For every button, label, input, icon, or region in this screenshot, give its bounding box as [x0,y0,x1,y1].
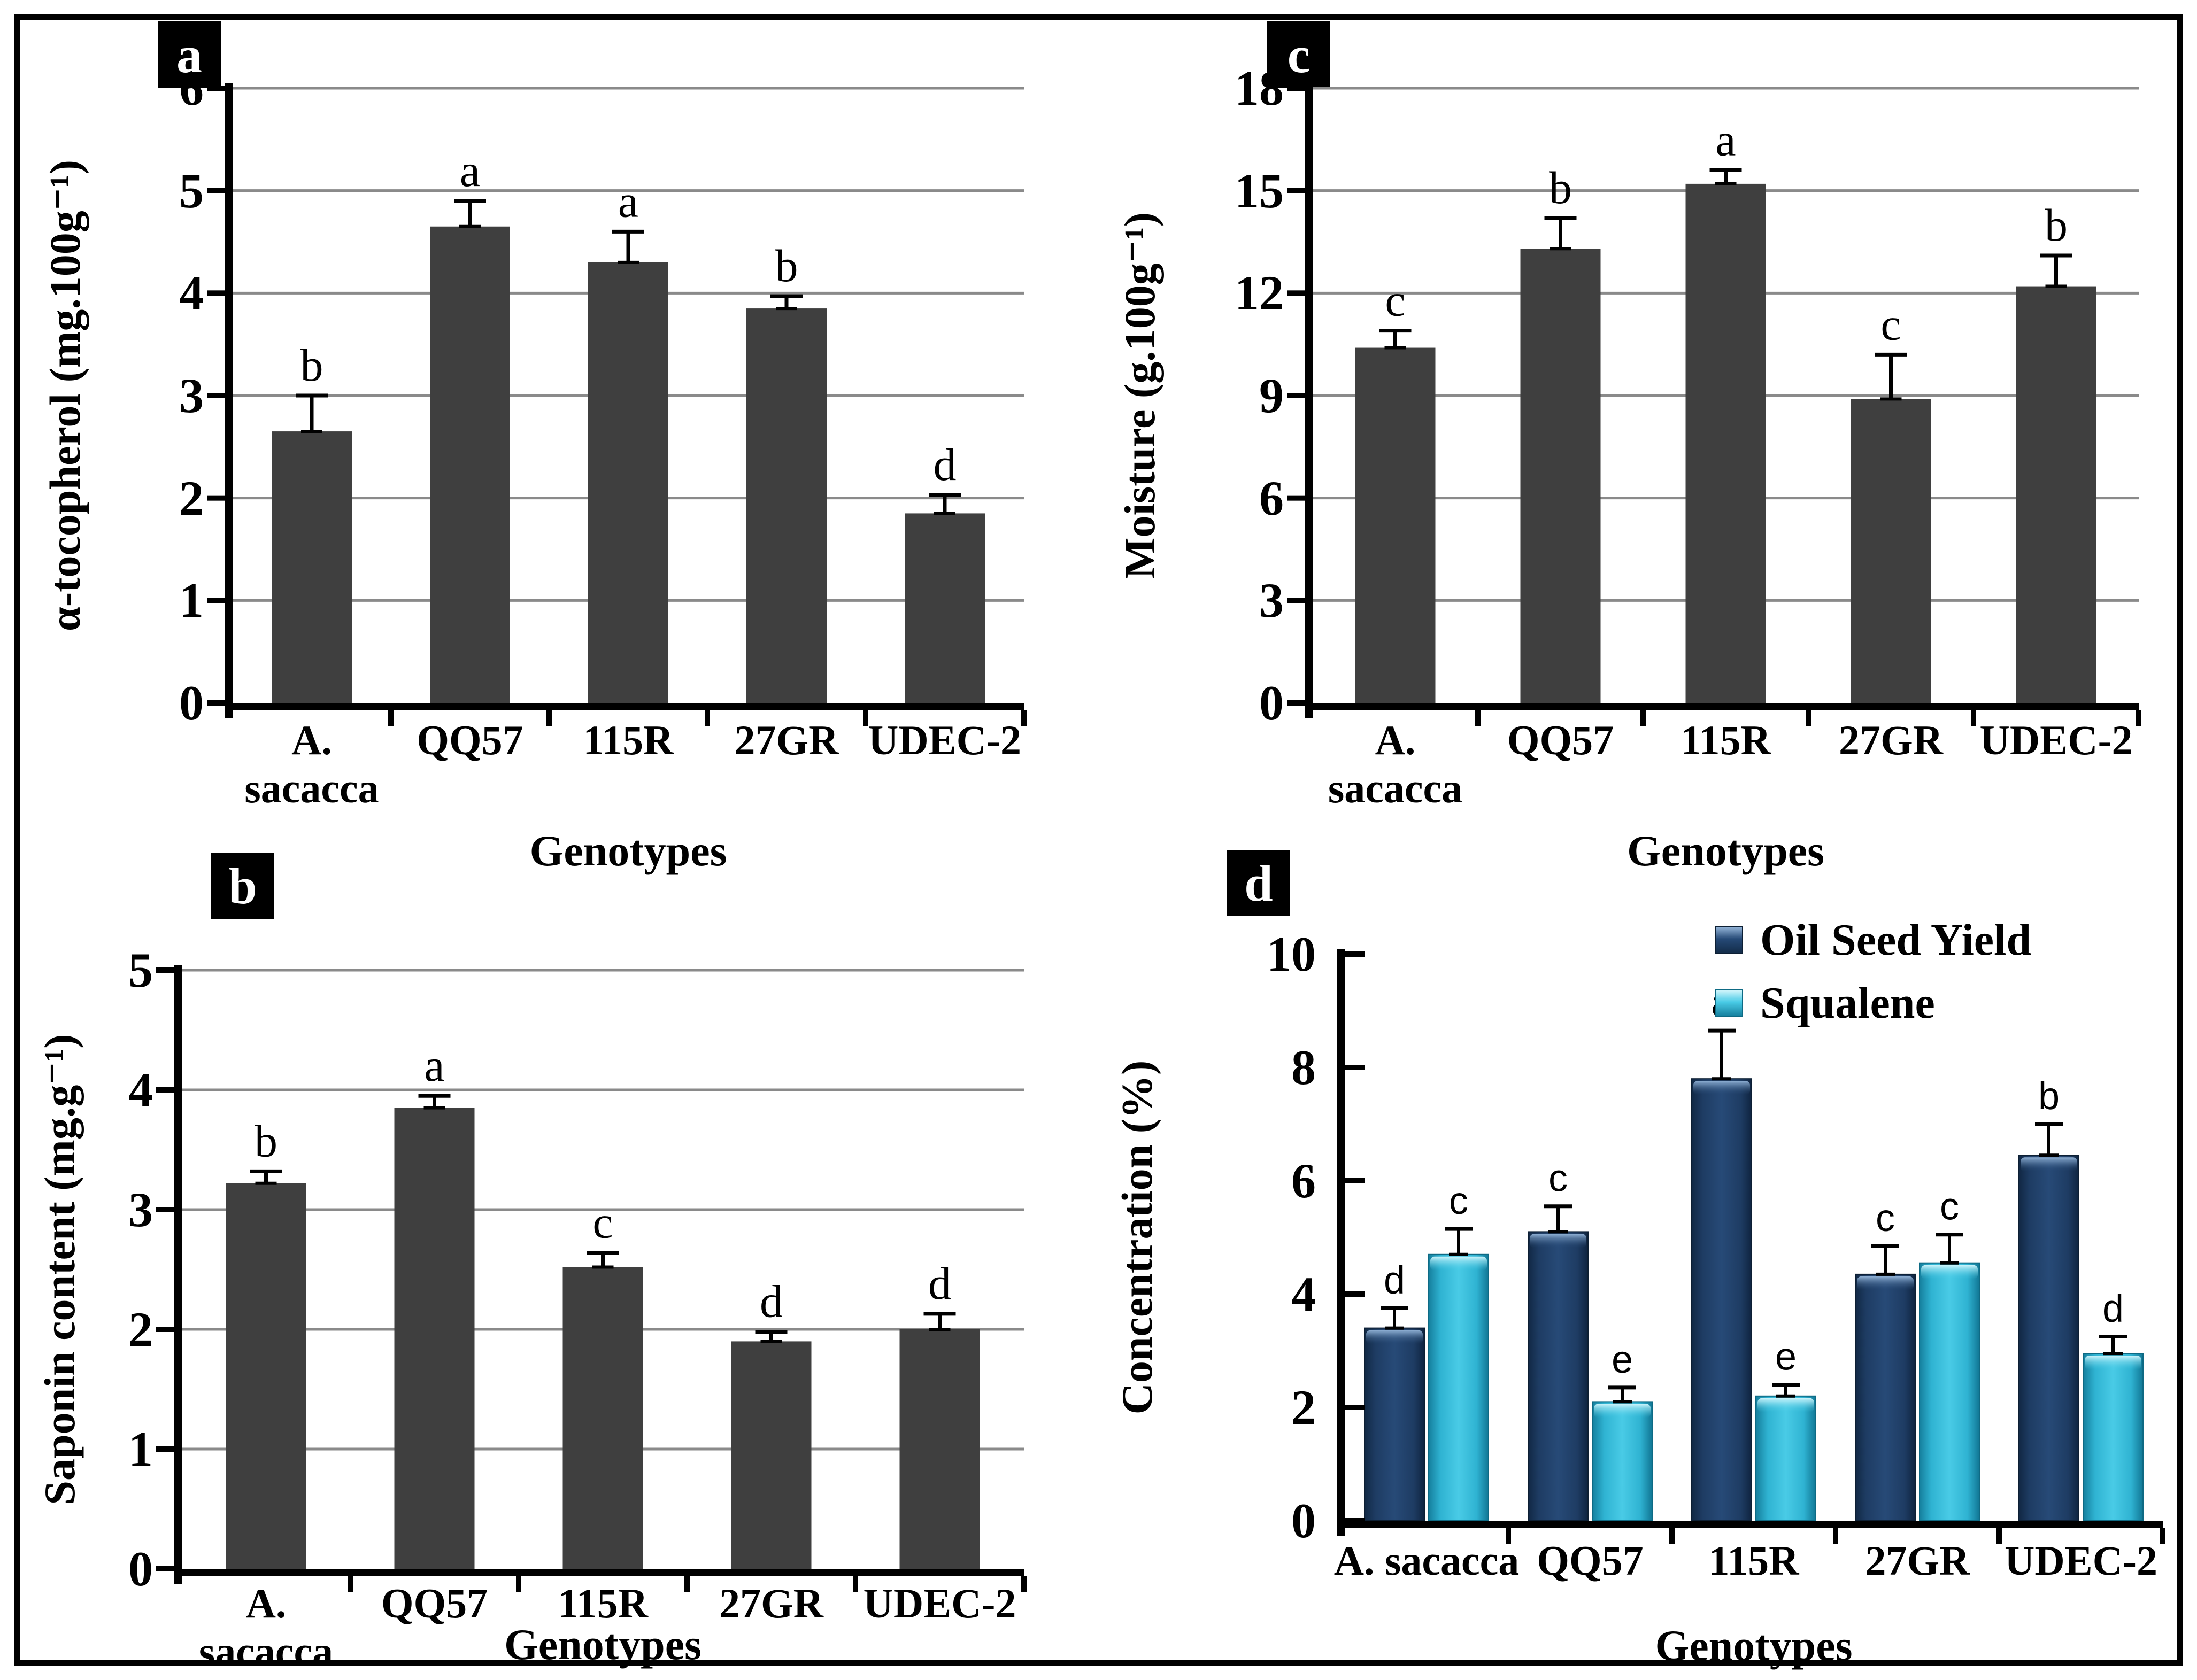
y-tick-label: 4 [1291,1267,1316,1321]
svg-text:c: c [592,1197,613,1248]
svg-text:d: d [928,1258,951,1309]
y-tick-label: 0 [179,676,204,730]
x-category-label: 27GR [1839,717,1943,763]
x-category-label: QQ57 [1537,1537,1644,1584]
svg-text:d: d [934,439,957,490]
y-tick-label: 1 [179,573,204,628]
y-tick-label: 2 [1291,1380,1316,1435]
legend-entry-oil-seed-yield: Oil Seed Yield [1715,914,2032,966]
x-axis-title-a: Genotypes [529,826,727,875]
x-axis-title-d: Genotypes [1655,1621,1853,1670]
y-tick-label: 18 [1235,61,1284,115]
y-tick-label: 3 [179,368,204,423]
y-tick-label: 2 [128,1302,153,1357]
svg-text:d: d [2102,1288,2124,1330]
svg-text:b: b [2045,199,2068,251]
svg-text:e: e [1612,1338,1633,1381]
svg-text:b: b [300,339,323,391]
y-tick-label: 15 [1235,163,1284,218]
y-tick-label: 3 [1259,573,1284,628]
y-tick-label: 12 [1235,266,1284,321]
svg-text:b: b [775,240,798,291]
x-axis-title-b: Genotypes [504,1620,702,1669]
x-category-label: QQ57 [1507,717,1614,763]
panel-letter-a: a [158,21,221,88]
plot-area-c: c b a c b [1287,83,2141,726]
x-category-label: UDEC-2 [2005,1537,2157,1584]
panel-letter-c: c [1267,21,1330,88]
legend-label-oil-seed-yield: Oil Seed Yield [1760,915,2032,965]
x-category-label: 27GR [719,1580,823,1627]
y-tick-label: 5 [128,943,153,997]
svg-text:a: a [460,145,480,196]
svg-text:c: c [1385,275,1405,326]
x-axis-title-c: Genotypes [1627,826,1824,875]
svg-text:c: c [1449,1180,1468,1222]
y-tick-label: 6 [1259,470,1284,525]
x-category-label: 115R [583,717,674,763]
svg-text:e: e [1775,1336,1797,1379]
x-category-label: UDEC-2 [863,1580,1016,1627]
svg-text:c: c [1876,1197,1895,1240]
x-category-label: QQ57 [381,1580,488,1627]
y-tick-label: 6 [1291,1153,1316,1208]
x-category-label: 27GR [734,717,839,763]
svg-text:c: c [1548,1157,1568,1200]
x-category-label: 115R [1680,717,1771,763]
svg-text:d: d [760,1275,783,1327]
y-tick-label: 0 [128,1542,153,1596]
legend-entry-squalene: Squalene [1715,977,1935,1029]
svg-text:b: b [1549,162,1572,213]
x-category-label: 27GR [1865,1537,1970,1584]
plot-area-d: dcacbceecd [1337,949,2165,1544]
x-category-label: A. sacacca [1328,717,1463,811]
y-tick-label: 0 [1259,676,1284,730]
y-tick-label: 8 [1291,1040,1316,1095]
panel-letter-b: b [211,853,274,919]
x-category-label: QQ57 [417,717,523,763]
y-tick-label: 2 [179,470,204,525]
y-tick-label: 4 [128,1063,153,1117]
panel-letter-d: d [1227,850,1290,916]
x-category-label: A. sacacca [1333,1537,1520,1584]
y-tick-label: 4 [179,266,204,321]
legend-swatch-squalene [1715,989,1743,1017]
svg-text:a: a [424,1040,444,1091]
y-tick-label: 5 [179,163,204,218]
svg-text:d: d [1384,1259,1405,1302]
svg-text:b: b [255,1115,277,1166]
svg-text:a: a [618,175,638,227]
x-category-label: 115R [557,1580,649,1627]
plot-area-b: b a c d d [156,965,1027,1592]
svg-text:a: a [1715,114,1736,165]
legend-swatch-oil-seed-yield [1715,926,1743,954]
y-tick-label: 6 [179,61,204,115]
panel-d: d Concentration (%) Genotypes dcacbceecd… [1096,839,2187,1678]
svg-text:b: b [2038,1075,2060,1118]
y-tick-label: 9 [1259,368,1284,423]
legend-label-squalene: Squalene [1760,978,1935,1028]
svg-text:c: c [1880,298,1901,350]
x-category-label: A. sacacca [244,717,379,811]
x-category-label: 115R [1708,1537,1799,1584]
svg-text:c: c [1940,1186,1959,1228]
plot-area-a: b a a b d [207,83,1027,726]
x-category-label: A. sacacca [198,1580,334,1675]
y-tick-label: 3 [128,1182,153,1237]
x-category-label: UDEC-2 [1979,717,2133,763]
y-tick-label: 1 [128,1422,153,1476]
y-tick-label: 10 [1267,927,1316,981]
x-category-label: UDEC-2 [868,717,1021,763]
y-tick-label: 0 [1291,1493,1316,1548]
